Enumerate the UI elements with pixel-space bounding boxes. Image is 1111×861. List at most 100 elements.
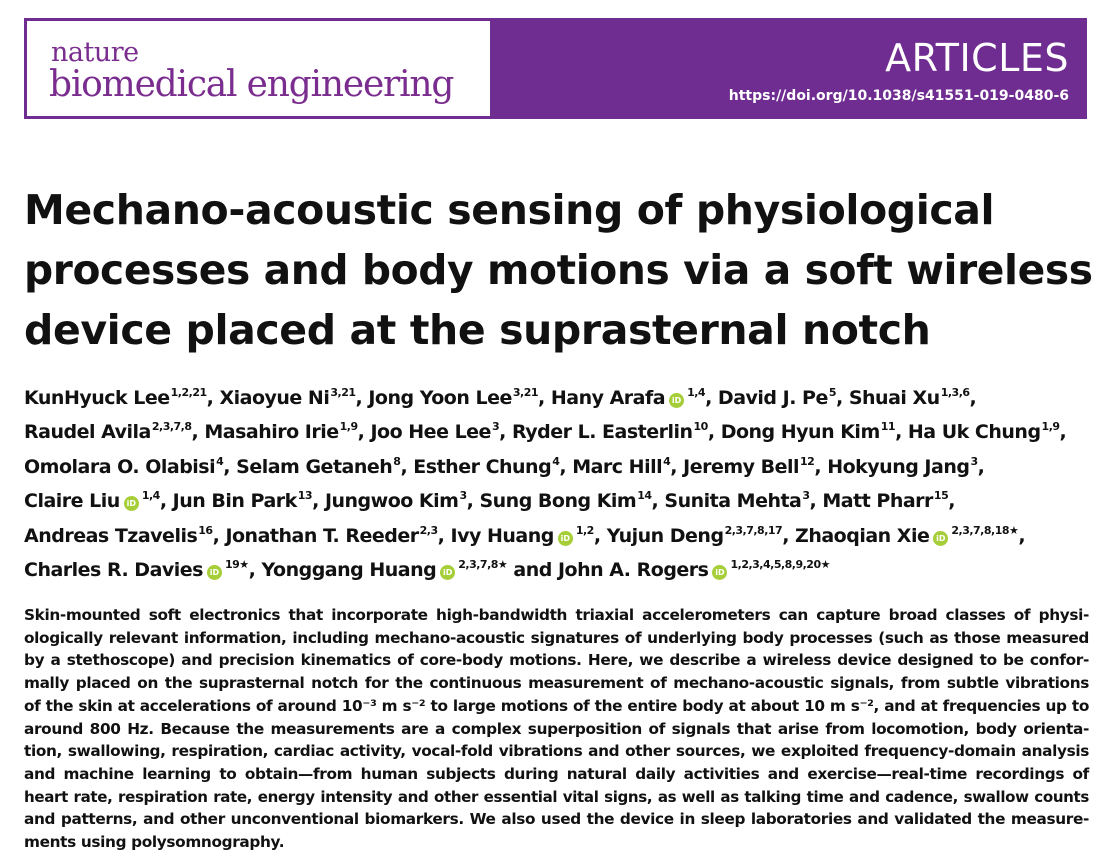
abstract-line: tion, swallowing, respiration, cardiac a… (24, 742, 1089, 761)
affiliation-superscript[interactable]: 5 (828, 386, 837, 399)
author: Marc Hill4, (572, 456, 683, 478)
author-line: Andreas Tzavelis16, Jonathan T. Reeder2,… (24, 519, 1094, 553)
affiliation-superscript[interactable]: 1,2,3,4,5,8,9,20★ (730, 557, 830, 571)
author-line: Claire Liu iD1,4, Jun Bin Park13, Jungwoo… (24, 484, 1094, 518)
author-name[interactable]: Marc Hill (572, 455, 663, 478)
author-separator: , (559, 455, 573, 478)
affiliation-superscript[interactable]: 13 (297, 489, 313, 503)
orcid-icon[interactable]: iD (440, 564, 456, 580)
affiliation-superscript[interactable]: 2,3 (419, 523, 439, 537)
author-separator: , (355, 387, 369, 409)
affiliation-superscript[interactable]: 4 (552, 454, 560, 468)
affiliation-superscript[interactable]: 2,3,7,8,18★ (951, 523, 1019, 537)
author: Xiaoyue Ni3,21, (219, 387, 368, 409)
author-name[interactable]: Hokyung Jang (827, 455, 970, 478)
orcid-icon[interactable]: iD (933, 530, 949, 546)
orcid-icon[interactable]: iD (712, 564, 728, 580)
affiliation-superscript[interactable]: 12 (800, 454, 815, 468)
author-line: Charles R. Davies iD19★, Yonggang Huang iD… (24, 553, 1094, 587)
doi-link[interactable]: https://doi.org/10.1038/s41551-019-0480-… (728, 88, 1069, 104)
author-name[interactable]: Jeremy Bell (683, 455, 800, 478)
affiliation-superscript[interactable]: 15 (933, 489, 949, 503)
journal-logo[interactable]: nature biomedical engineering (27, 21, 490, 116)
author-separator: , (705, 387, 718, 409)
author-name[interactable]: Xiaoyue Ni (219, 387, 330, 409)
author-name[interactable]: Masahiro Irie (204, 421, 339, 444)
author-name[interactable]: Jungwoo Kim (324, 490, 459, 513)
journal-name-line2: biomedical engineering (49, 64, 454, 105)
author-separator: , (206, 387, 220, 409)
affiliation-superscript[interactable]: 1,2 (575, 523, 595, 537)
author: Yonggang Huang iD2,3,7,8★ and (262, 559, 558, 581)
affiliation-superscript[interactable]: 4 (216, 454, 224, 468)
affiliation-superscript[interactable]: 8 (393, 454, 401, 468)
affiliation-superscript[interactable]: 3 (802, 489, 810, 503)
affiliation-superscript[interactable]: 2,3,7,8,17 (724, 523, 783, 537)
author-name[interactable]: Dong Hyun Kim (720, 421, 881, 444)
affiliation-superscript[interactable]: 16 (198, 523, 213, 537)
affiliation-superscript[interactable]: 14 (637, 489, 652, 503)
affiliation-superscript[interactable]: 3,21 (512, 386, 539, 399)
author-name[interactable]: Charles R. Davies (24, 558, 204, 581)
author-name[interactable]: Matt Pharr (822, 490, 933, 513)
author-name[interactable]: Claire Liu (24, 490, 120, 513)
author-name[interactable]: Sunita Mehta (664, 490, 802, 513)
affiliation-superscript[interactable]: 1,4 (141, 489, 161, 503)
author-separator: , (357, 421, 371, 444)
orcid-icon[interactable]: iD (669, 393, 685, 408)
affiliation-superscript[interactable]: 19★ (225, 557, 249, 571)
affiliation-superscript[interactable]: 2,3,7,8★ (458, 557, 508, 571)
author-name[interactable]: David J. Pe (717, 387, 828, 409)
author-name[interactable]: Raudel Avila (24, 421, 151, 444)
author-name[interactable]: Jonathan T. Reeder (225, 524, 419, 547)
journal-name-line1: nature (51, 37, 139, 68)
author-name[interactable]: Jun Bin Park (172, 490, 298, 513)
affiliation-superscript[interactable]: 1,2,21 (170, 386, 207, 399)
affiliation-superscript[interactable]: 1,4 (687, 386, 706, 399)
affiliation-superscript[interactable]: 3 (491, 420, 500, 434)
author: Sung Bong Kim14, (479, 490, 664, 512)
affiliation-superscript[interactable]: 1,3,6 (940, 386, 970, 399)
author-name[interactable]: Yujun Deng (606, 524, 724, 547)
author-name[interactable]: John A. Rogers (557, 558, 709, 581)
author-name[interactable]: Zhaoqian Xie (795, 524, 930, 547)
affiliation-superscript[interactable]: 3 (459, 489, 467, 503)
author-name[interactable]: Jong Yoon Lee (368, 387, 512, 409)
author-separator: , (977, 455, 985, 478)
author-name[interactable]: Yonggang Huang (261, 558, 437, 581)
author-name[interactable]: Ryder L. Easterlin (511, 421, 693, 444)
author-name[interactable]: Omolara O. Olabisi (24, 455, 216, 478)
author-name[interactable]: Ha Uk Chung (907, 421, 1041, 444)
author-name[interactable]: Selam Getaneh (236, 455, 393, 478)
orcid-icon[interactable]: iD (207, 564, 222, 580)
author-separator: , (499, 421, 512, 444)
affiliation-superscript[interactable]: 2,3,7,8 (151, 420, 192, 434)
affiliation-superscript[interactable]: 3 (970, 454, 978, 468)
author-name[interactable]: Hany Arafa (550, 387, 666, 409)
affiliation-superscript[interactable]: 10 (693, 420, 709, 434)
affiliation-superscript[interactable]: 1,9 (339, 420, 359, 434)
affiliation-superscript[interactable]: 1,9 (1041, 420, 1061, 434)
author-name[interactable]: Shuai Xu (848, 387, 940, 409)
author-separator: , (670, 455, 684, 478)
author-name[interactable]: Sung Bong Kim (479, 490, 637, 513)
author: Charles R. Davies iD19★, (24, 559, 262, 581)
author-name[interactable]: KunHyuck Lee (24, 387, 170, 409)
affiliation-superscript[interactable]: 3,21 (330, 386, 356, 399)
author-name[interactable]: Joo Hee Lee (370, 421, 491, 444)
author-separator: , (948, 490, 955, 513)
affiliation-superscript[interactable]: 11 (880, 420, 896, 434)
author-name[interactable]: Esther Chung (413, 455, 552, 478)
affiliation-superscript[interactable]: 4 (663, 454, 671, 468)
abstract-line: Skin-mounted soft electronics that incor… (24, 606, 1089, 624)
orcid-icon[interactable]: iD (557, 530, 573, 546)
author-separator: , (969, 387, 977, 409)
author-separator: , (1059, 421, 1067, 444)
author: Shuai Xu1,3,6, (848, 386, 977, 409)
orcid-icon[interactable]: iD (123, 496, 139, 512)
author: Sunita Mehta3, (664, 490, 822, 512)
author-separator: , (895, 421, 908, 444)
author-name[interactable]: Ivy Huang (450, 524, 555, 547)
author-name[interactable]: Andreas Tzavelis (24, 524, 198, 547)
author: Jonathan T. Reeder2,3, (225, 525, 450, 547)
